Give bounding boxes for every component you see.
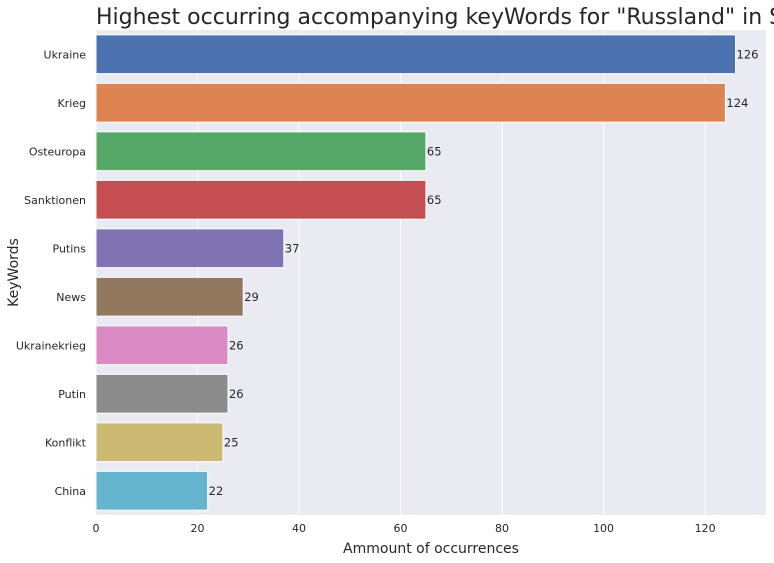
x-tick-label: 40 bbox=[292, 522, 306, 535]
x-tick-label: 80 bbox=[495, 522, 509, 535]
y-tick-label: Osteuropa bbox=[29, 145, 86, 158]
y-tick-label: Putin bbox=[58, 388, 86, 401]
bar-value-label: 124 bbox=[726, 96, 748, 110]
x-tick-label: 20 bbox=[191, 522, 205, 535]
x-axis-title: Ammount of occurrences bbox=[343, 541, 519, 557]
bar-value-label: 65 bbox=[427, 193, 442, 207]
bar bbox=[95, 179, 427, 220]
bar-value-label: 29 bbox=[244, 290, 259, 304]
bar bbox=[95, 470, 209, 511]
bar bbox=[95, 276, 244, 317]
value-labels: 126 124 65 65 37 29 26 26 25 22 bbox=[209, 47, 759, 498]
x-tick-label: 0 bbox=[93, 522, 100, 535]
x-tick-label: 100 bbox=[593, 522, 614, 535]
bar bbox=[95, 422, 224, 463]
bar-value-label: 26 bbox=[229, 387, 244, 401]
bar bbox=[95, 34, 737, 75]
x-tick-labels: 0 20 40 60 80 100 120 bbox=[93, 522, 716, 535]
x-tick-label: 60 bbox=[394, 522, 408, 535]
y-tick-label: Ukraine bbox=[44, 48, 87, 61]
bar bbox=[95, 82, 726, 123]
y-tick-label: Sanktionen bbox=[24, 194, 86, 207]
bar bbox=[95, 228, 285, 269]
y-tick-label: Putins bbox=[53, 242, 87, 255]
x-tick-label: 120 bbox=[695, 522, 716, 535]
y-tick-label: Krieg bbox=[57, 97, 86, 110]
bar-value-label: 25 bbox=[224, 435, 239, 449]
y-tick-label: China bbox=[55, 485, 86, 498]
y-tick-label: Ukrainekrieg bbox=[16, 339, 86, 352]
bar bbox=[95, 373, 229, 414]
bar-value-label: 126 bbox=[737, 47, 759, 61]
bar-value-label: 22 bbox=[209, 484, 224, 498]
bar-value-label: 37 bbox=[285, 241, 300, 255]
chart-title: Highest occurring accompanying keyWords … bbox=[96, 5, 774, 30]
y-tick-label: News bbox=[56, 291, 86, 304]
bar bbox=[95, 325, 229, 366]
bars bbox=[95, 34, 737, 511]
bar-value-label: 26 bbox=[229, 338, 244, 352]
bar bbox=[95, 131, 427, 172]
y-axis-title: KeyWords bbox=[6, 238, 22, 307]
y-tick-labels: Ukraine Krieg Osteuropa Sanktionen Putins New… bbox=[16, 48, 87, 498]
bar-value-label: 65 bbox=[427, 144, 442, 158]
y-tick-label: Konflikt bbox=[45, 436, 87, 449]
